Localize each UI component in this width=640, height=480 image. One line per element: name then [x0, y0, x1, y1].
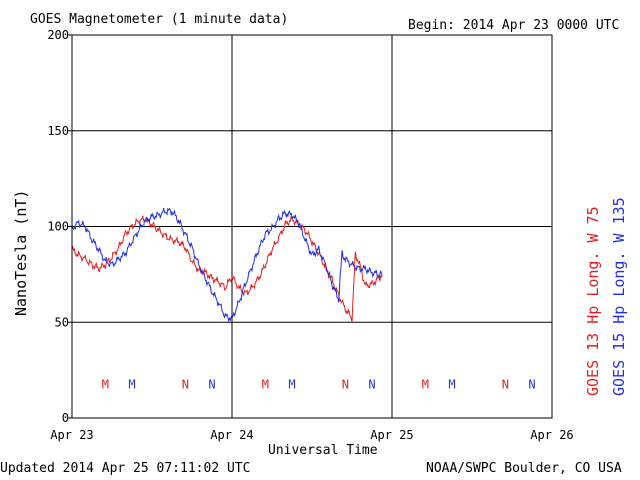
y-tick-label: 200: [47, 28, 69, 42]
y-tick-label: 0: [62, 411, 69, 425]
satellite-marker: N: [502, 377, 509, 391]
series-lines: [71, 207, 383, 323]
satellite-marker: N: [528, 377, 535, 391]
x-tick-label: Apr 25: [370, 428, 413, 442]
x-axis-label: Universal Time: [268, 443, 378, 458]
x-tick-label: Apr 23: [50, 428, 93, 442]
y-tick-label: 150: [47, 124, 69, 138]
series-line-goes15: [71, 207, 383, 323]
satellite-marker: N: [368, 377, 375, 391]
x-tick-label: Apr 26: [530, 428, 573, 442]
begin-time: Begin: 2014 Apr 23 0000 UTC: [408, 18, 619, 33]
satellite-marker: M: [448, 377, 455, 391]
satellite-marker: N: [182, 377, 189, 391]
source-credit: NOAA/SWPC Boulder, CO USA: [426, 461, 622, 476]
satellite-marker: N: [342, 377, 349, 391]
legend-goes13: GOES 13 Hp Long. W 75: [584, 206, 602, 396]
satellite-marker: M: [102, 377, 109, 391]
chart-title: GOES Magnetometer (1 minute data): [30, 12, 288, 27]
satellite-marker: N: [208, 377, 215, 391]
x-tick-label: Apr 24: [210, 428, 253, 442]
satellite-marker: M: [128, 377, 135, 391]
axis-ticks: 0 50 100 150 200 Apr 23 Apr 24 Apr 25 Apr 26: [47, 28, 573, 442]
y-tick-label: 50: [55, 315, 69, 329]
y-tick-label: 100: [47, 220, 69, 234]
legend-goes15: GOES 15 Hp Long. W 135: [610, 197, 628, 396]
updated-time: Updated 2014 Apr 25 07:11:02 UTC: [0, 461, 250, 476]
satellite-marker: M: [288, 377, 295, 391]
y-axis-label: NanoTesla (nT): [12, 190, 30, 316]
satellite-marker: M: [422, 377, 429, 391]
series-line-goes13: [71, 215, 383, 323]
satellite-marker: M: [262, 377, 269, 391]
plot-frame: [71, 34, 553, 419]
